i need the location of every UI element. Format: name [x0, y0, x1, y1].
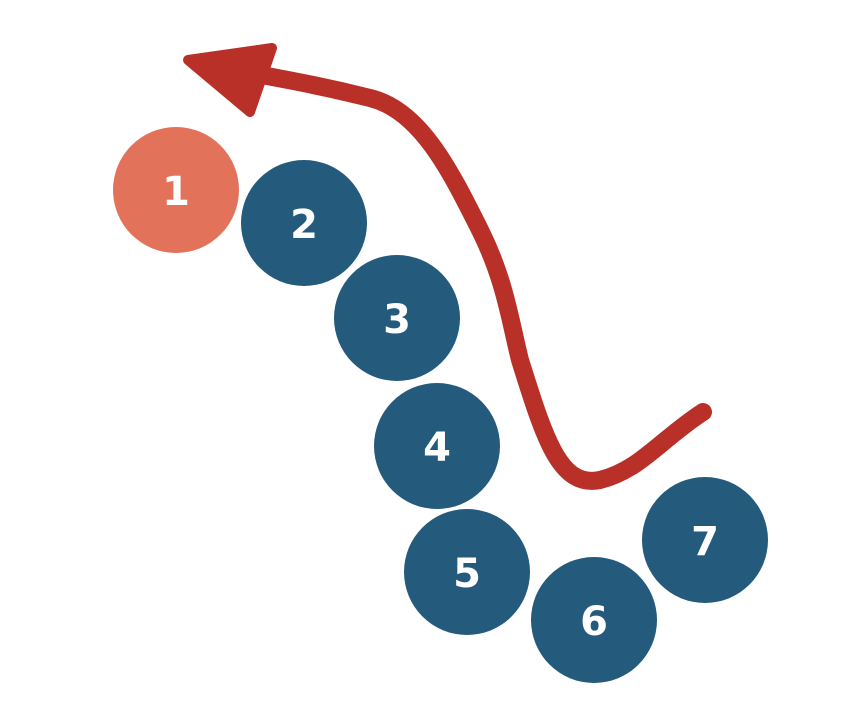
- node-6: 6: [531, 557, 657, 683]
- node-5: 5: [404, 509, 530, 635]
- node-circle: [113, 127, 239, 253]
- node-2: 2: [241, 160, 367, 286]
- node-label: 7: [691, 519, 719, 565]
- node-circle: [642, 477, 768, 603]
- node-circle: [404, 509, 530, 635]
- node-label: 5: [453, 551, 481, 597]
- arrowhead-icon: [183, 43, 277, 117]
- node-label: 6: [580, 599, 608, 645]
- node-circle: [374, 383, 500, 509]
- node-circle: [531, 557, 657, 683]
- node-label: 2: [290, 202, 318, 248]
- node-label: 1: [162, 169, 190, 215]
- node-label: 3: [383, 297, 411, 343]
- node-4: 4: [374, 383, 500, 509]
- node-1: 1: [113, 127, 239, 253]
- node-label: 4: [423, 425, 451, 471]
- node-3: 3: [334, 255, 460, 381]
- return-arrow-path: [236, 63, 712, 490]
- node-7: 7: [642, 477, 768, 603]
- node-circle: [334, 255, 460, 381]
- node-circle: [241, 160, 367, 286]
